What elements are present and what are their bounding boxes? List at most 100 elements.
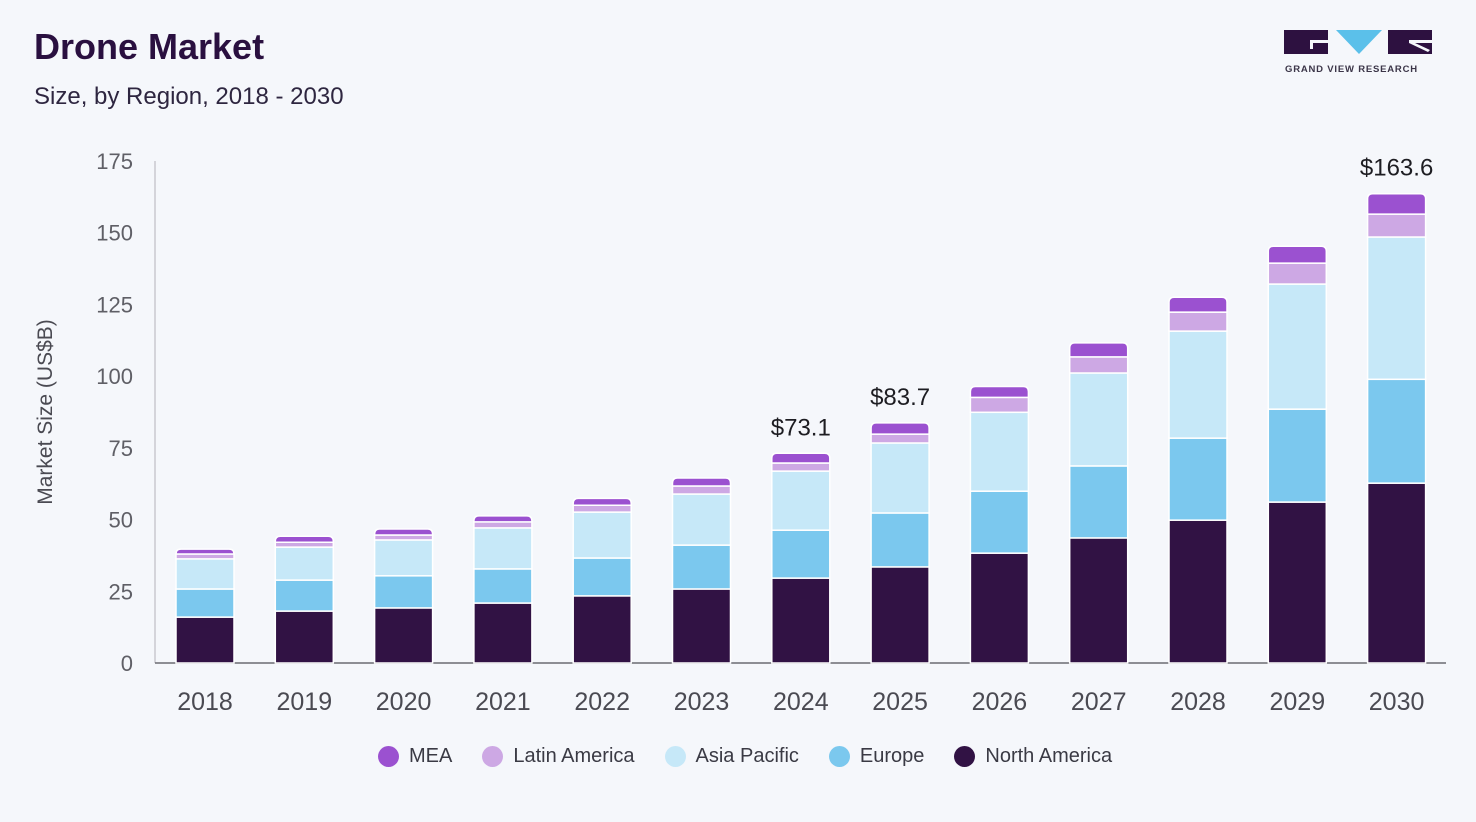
- bar-segment-north-america: [1168, 519, 1228, 664]
- y-axis-label: Market Size (US$B): [34, 319, 57, 505]
- bar-segment-asia-pacific: [274, 546, 335, 581]
- bar-segment-europe: [1068, 465, 1129, 539]
- bar-segment-europe: [473, 568, 533, 604]
- bar-segment-asia-pacific: [1168, 330, 1228, 439]
- bar-segment-europe: [1366, 378, 1427, 484]
- bar-segment-mea: [870, 422, 930, 435]
- bar-segment-north-america: [1267, 501, 1328, 664]
- chart-subtitle: Size, by Region, 2018 - 2030: [34, 83, 344, 110]
- bar-segment-asia-pacific: [572, 511, 632, 559]
- bar-segment-asia-pacific: [1068, 372, 1129, 467]
- bar-segment-north-america: [870, 566, 930, 664]
- legend-swatch-icon: [828, 746, 850, 767]
- bar-segment-europe: [1267, 408, 1328, 503]
- bar-segment-north-america: [175, 616, 235, 664]
- bar-segment-europe: [274, 579, 335, 612]
- bar-segment-asia-pacific: [671, 493, 732, 546]
- bar-segment-north-america: [1366, 482, 1427, 664]
- x-tick-label: 2018: [177, 688, 233, 716]
- y-tick-label: 100: [96, 364, 133, 389]
- bar-segment-north-america: [1068, 537, 1129, 664]
- bar-segment-asia-pacific: [175, 558, 235, 590]
- bar-segment-latin-america: [1068, 356, 1129, 374]
- bar-segment-mea: [473, 515, 533, 523]
- legend-item: Latin America: [482, 745, 635, 768]
- x-tick-label: 2026: [972, 688, 1028, 716]
- chart-title: Drone Market: [34, 26, 265, 67]
- bar-segment-mea: [771, 452, 831, 464]
- bar-segment-asia-pacific: [969, 411, 1030, 492]
- x-tick-label: 2027: [1071, 688, 1127, 716]
- legend-swatch-icon: [664, 746, 686, 767]
- y-tick-label: 150: [96, 221, 133, 246]
- brand-logo-icon: [1284, 30, 1432, 54]
- legend-item: MEA: [378, 745, 452, 768]
- data-label: $83.7: [870, 384, 930, 411]
- brand-logo-text: GRAND VIEW RESEARCH: [1285, 64, 1418, 75]
- legend-swatch-icon: [954, 746, 976, 767]
- x-tick-label: 2029: [1269, 688, 1325, 716]
- bar-segment-europe: [572, 557, 632, 597]
- chart-legend: MEA Latin America Asia Pacific Europe North …: [378, 745, 1142, 768]
- bar-segment-europe: [771, 529, 831, 579]
- bar-segment-latin-america: [1267, 262, 1328, 285]
- bar-segment-north-america: [969, 552, 1030, 664]
- data-label: $163.6: [1360, 155, 1433, 182]
- y-tick-label: 175: [96, 149, 133, 174]
- bar-segment-mea: [1168, 296, 1228, 313]
- legend-swatch-icon: [378, 746, 399, 767]
- x-tick-label: 2030: [1369, 688, 1425, 716]
- data-label: $73.1: [771, 414, 831, 441]
- bar-segment-europe: [1168, 437, 1228, 521]
- legend-item: North America: [954, 745, 1112, 768]
- legend-label: North America: [985, 745, 1113, 767]
- bar-segment-mea: [274, 535, 335, 543]
- bar-segment-europe: [175, 588, 235, 618]
- bar-segment-europe: [373, 575, 434, 609]
- x-tick-label: 2021: [475, 688, 531, 716]
- x-tick-label: 2019: [276, 688, 332, 716]
- legend-item: Europe: [828, 745, 925, 768]
- bar-segment-mea: [969, 385, 1030, 399]
- legend-label: Europe: [859, 745, 925, 767]
- legend-label: MEA: [409, 745, 453, 767]
- bar-segment-asia-pacific: [473, 527, 533, 570]
- legend-item: Asia Pacific: [664, 745, 799, 768]
- bar-segment-north-america: [274, 610, 335, 664]
- bar-segment-latin-america: [473, 521, 533, 529]
- x-tick-label: 2025: [872, 688, 928, 716]
- legend-label: Latin America: [513, 745, 635, 767]
- bar-segment-asia-pacific: [870, 442, 930, 514]
- bar-segment-asia-pacific: [771, 470, 831, 531]
- bar-segment-europe: [870, 512, 930, 568]
- bar-segment-latin-america: [671, 485, 732, 495]
- legend-swatch-icon: [482, 746, 504, 767]
- bar-segment-mea: [1068, 342, 1129, 358]
- y-tick-label: 50: [109, 508, 133, 533]
- x-tick-label: 2024: [773, 688, 829, 716]
- x-tick-label: 2022: [574, 688, 630, 716]
- bar-segment-north-america: [373, 607, 434, 664]
- bar-segment-latin-america: [1366, 213, 1427, 238]
- bar-segment-latin-america: [870, 433, 930, 444]
- bar-segment-north-america: [572, 595, 632, 664]
- y-tick-label: 0: [121, 651, 133, 676]
- bar-segment-mea: [1267, 245, 1328, 264]
- bar-segment-mea: [373, 528, 434, 536]
- bar-segment-mea: [1366, 192, 1427, 215]
- bar-segment-mea: [671, 477, 732, 487]
- bar-segment-asia-pacific: [1366, 236, 1427, 381]
- y-tick-label: 75: [109, 436, 133, 461]
- bar-segment-europe: [969, 490, 1030, 554]
- y-tick-label: 125: [96, 292, 133, 317]
- bar-segment-latin-america: [969, 396, 1030, 414]
- bar-segment-latin-america: [572, 504, 632, 513]
- x-tick-label: 2020: [376, 688, 432, 716]
- bar-segment-north-america: [473, 602, 533, 664]
- bar-segment-asia-pacific: [373, 539, 434, 577]
- bar-segment-asia-pacific: [1267, 283, 1328, 410]
- y-tick-label: 25: [109, 579, 133, 604]
- bar-segment-latin-america: [771, 462, 831, 472]
- bar-segment-europe: [671, 544, 732, 590]
